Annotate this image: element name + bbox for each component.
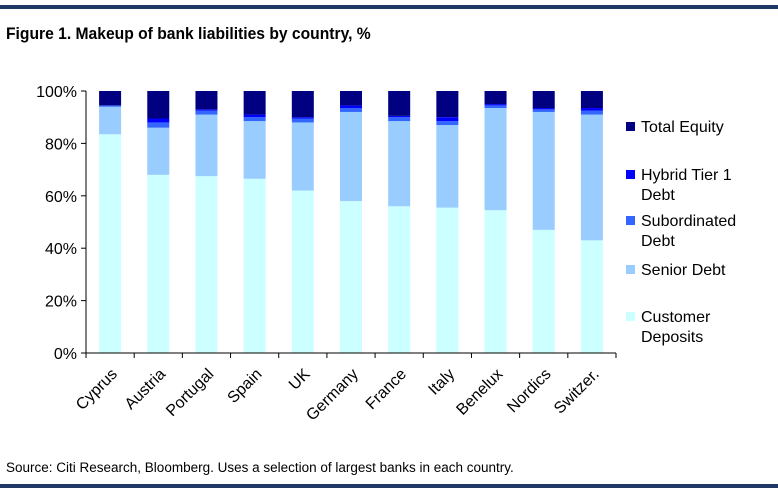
bar-germany-customer-deposits (340, 201, 362, 353)
bar-switzer-customer-deposits (580, 240, 603, 353)
legend-label-senior-debt: Senior Debt (641, 262, 726, 279)
y-tick-label: 80% (45, 136, 77, 153)
bar-austria-hybrid-tier-1-debt (147, 118, 170, 123)
bar-nordics-senior-debt (532, 111, 555, 230)
bar-spain-hybrid-tier-1-debt (243, 114, 266, 118)
top-rule (0, 5, 778, 9)
bar-germany-senior-debt (340, 111, 362, 202)
bar-germany-total-equity (340, 91, 362, 106)
bar-benelux-customer-deposits (484, 210, 507, 353)
x-tick-label-benelux: Benelux (453, 366, 506, 419)
bar-austria-subordinated-debt (147, 122, 170, 128)
legend-label-line: Subordinated (641, 213, 736, 230)
x-tick-label-switzer: Switzer. (551, 366, 603, 418)
legend-swatch-hybrid-tier-1-debt (626, 170, 635, 179)
bar-nordics-customer-deposits (532, 229, 555, 353)
bar-nordics-total-equity (532, 91, 555, 109)
bar-france-hybrid-tier-1-debt (388, 115, 411, 118)
bar-france-senior-debt (388, 121, 411, 207)
legend-label-line: Customer (641, 309, 711, 326)
bar-cyprus-customer-deposits (99, 134, 122, 353)
x-tick-label-germany: Germany (303, 366, 362, 425)
bar-uk-total-equity (291, 91, 314, 118)
x-tick-label-france: France (363, 366, 410, 413)
x-tick-label-austria: Austria (122, 366, 169, 413)
legend-swatch-customer-deposits (626, 312, 635, 321)
bar-portugal-senior-debt (195, 114, 218, 177)
bar-benelux-hybrid-tier-1-debt (484, 104, 507, 106)
bar-italy-total-equity (436, 91, 459, 118)
bar-uk-hybrid-tier-1-debt (291, 117, 314, 119)
x-tick-label-nordics: Nordics (504, 366, 554, 416)
bar-italy-senior-debt (436, 125, 459, 208)
figure-title: Figure 1. Makeup of bank liabilities by … (6, 24, 371, 43)
bar-italy-customer-deposits (436, 207, 459, 353)
legend-label-total-equity: Total Equity (641, 119, 724, 136)
x-tick-label-portugal: Portugal (163, 366, 217, 420)
bottom-rule (0, 484, 778, 488)
bar-nordics-subordinated-debt (532, 109, 555, 112)
y-tick-label: 100% (36, 84, 77, 101)
legend-swatch-senior-debt (626, 265, 635, 274)
bar-cyprus-total-equity (99, 91, 122, 106)
bar-spain-total-equity (243, 91, 266, 115)
bar-france-customer-deposits (388, 206, 411, 353)
bar-cyprus-senior-debt (99, 106, 122, 135)
legend-label-line: Deposits (641, 329, 703, 346)
bar-benelux-total-equity (484, 91, 507, 105)
bar-nordics-hybrid-tier-1-debt (532, 108, 555, 110)
bar-switzer-senior-debt (580, 114, 603, 241)
bar-italy-hybrid-tier-1-debt (436, 117, 459, 122)
y-tick-label: 40% (45, 241, 77, 258)
bar-portugal-subordinated-debt (195, 110, 218, 115)
y-tick-label: 60% (45, 189, 77, 206)
bar-germany-subordinated-debt (340, 108, 362, 112)
x-tick-label-uk: UK (286, 366, 314, 394)
bar-austria-senior-debt (147, 127, 170, 175)
bar-austria-total-equity (147, 91, 170, 119)
bar-austria-customer-deposits (147, 174, 170, 353)
bar-spain-subordinated-debt (243, 117, 266, 122)
x-tick-label-spain: Spain (225, 366, 266, 407)
source-note: Source: Citi Research, Bloomberg. Uses a… (6, 460, 514, 475)
bar-germany-hybrid-tier-1-debt (340, 105, 362, 109)
legend-label-subordinated-debt: Subordinated Debt (641, 213, 736, 250)
bar-spain-senior-debt (243, 121, 266, 179)
x-tick-label-cyprus: Cyprus (73, 366, 121, 414)
bar-portugal-total-equity (195, 91, 218, 110)
legend-label-line: Senior Debt (641, 262, 726, 279)
bar-uk-customer-deposits (291, 190, 314, 353)
bar-portugal-hybrid-tier-1-debt (195, 109, 218, 111)
bar-benelux-subordinated-debt (484, 105, 507, 109)
legend-label-line: Hybrid Tier 1 (641, 167, 732, 184)
bar-spain-customer-deposits (243, 178, 266, 353)
x-tick-label-italy: Italy (425, 366, 458, 399)
bar-switzer-hybrid-tier-1-debt (580, 108, 603, 111)
bar-france-subordinated-debt (388, 117, 411, 122)
legend-label-line: Debt (641, 233, 675, 250)
bar-cyprus-subordinated-debt (99, 105, 122, 107)
bar-uk-subordinated-debt (291, 118, 314, 123)
legend-swatch-total-equity (626, 122, 635, 131)
legend-label-line: Total Equity (641, 119, 724, 136)
legend-label-hybrid-tier-1-debt: Hybrid Tier 1 Debt (641, 167, 732, 204)
bar-benelux-senior-debt (484, 108, 507, 211)
bars-group (99, 91, 603, 353)
bar-switzer-total-equity (580, 91, 603, 109)
bar-italy-subordinated-debt (436, 121, 459, 126)
y-tick-label: 0% (54, 346, 77, 363)
legend-swatch-subordinated-debt (626, 216, 635, 225)
y-tick-label: 20% (45, 294, 77, 311)
bar-uk-senior-debt (291, 122, 314, 191)
legend-label-customer-deposits: Customer Deposits (641, 309, 711, 346)
bar-switzer-subordinated-debt (580, 110, 603, 115)
bar-portugal-customer-deposits (195, 176, 218, 353)
bar-france-total-equity (388, 91, 411, 116)
legend-label-line: Debt (641, 187, 675, 204)
